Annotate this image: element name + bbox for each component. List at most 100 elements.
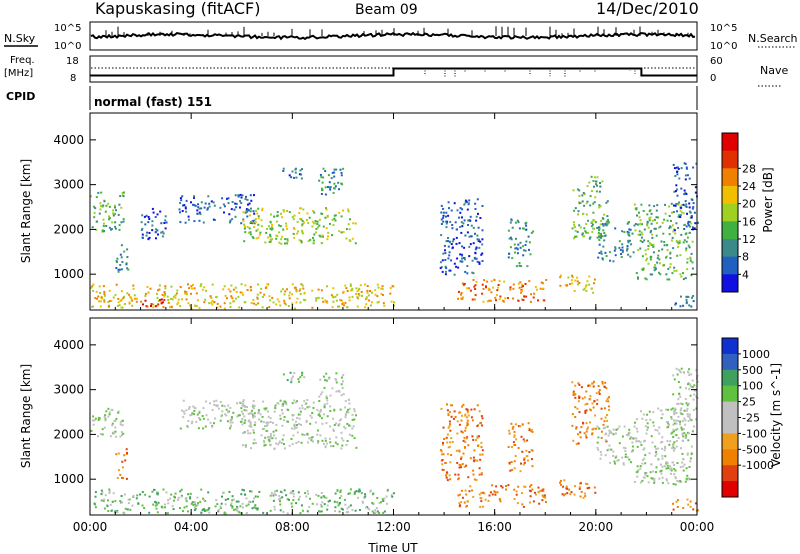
range-gate-cell (245, 195, 247, 198)
range-gate-cell (574, 279, 577, 282)
range-gate-cell (637, 277, 639, 280)
range-gate-cell (468, 245, 471, 248)
range-gate-cell (119, 435, 122, 438)
range-gate-cell (456, 257, 459, 260)
range-gate-cell (194, 502, 196, 504)
range-gate-cell (445, 211, 448, 214)
range-gate-cell (292, 232, 295, 235)
range-gate-cell (683, 228, 686, 230)
range-gate-cell (596, 398, 599, 401)
range-gate-cell (584, 285, 587, 288)
range-gate-cell (202, 221, 205, 224)
range-gate-cell (326, 301, 329, 304)
range-gate-cell (573, 393, 576, 396)
range-gate-cell (524, 485, 527, 488)
range-gate-cell (324, 379, 327, 382)
range-gate-cell (679, 480, 682, 482)
range-gate-cell (222, 288, 225, 291)
range-gate-cell (187, 215, 190, 218)
range-gate-cell (442, 214, 445, 217)
range-gate-cell (522, 249, 525, 252)
range-gate-cell (639, 467, 642, 470)
range-gate-cell (90, 286, 93, 289)
range-gate-cell (297, 378, 300, 381)
range-gate-cell (476, 435, 479, 438)
range-gate-cell (303, 400, 306, 403)
range-gate-cell (679, 216, 682, 218)
range-gate-cell (219, 507, 222, 510)
range-gate-cell (376, 510, 379, 513)
range-gate-cell (298, 407, 301, 410)
range-gate-cell (675, 440, 678, 442)
range-gate-cell (313, 211, 316, 214)
range-gate-cell (245, 208, 248, 211)
range-gate-cell (101, 205, 104, 208)
range-gate-cell (458, 505, 461, 508)
y-tick-label: 2000 (53, 222, 84, 236)
range-gate-cell (510, 422, 513, 425)
range-gate-cell (265, 285, 268, 288)
range-gate-cell (602, 245, 605, 248)
range-gate-cell (153, 488, 155, 491)
range-gate-cell (639, 233, 642, 236)
range-gate-cell (482, 300, 485, 303)
range-gate-cell (251, 236, 254, 238)
range-gate-cell (688, 221, 691, 223)
range-gate-cell (592, 202, 595, 205)
range-gate-cell (286, 512, 289, 515)
range-gate-cell (578, 383, 581, 386)
range-gate-cell (252, 413, 255, 416)
range-gate-cell (269, 509, 272, 512)
range-gate-cell (679, 411, 682, 414)
range-gate-cell (281, 441, 283, 444)
range-gate-cell (146, 231, 149, 234)
range-gate-cell (349, 504, 352, 507)
range-gate-cell (538, 502, 541, 505)
range-gate-cell (301, 371, 304, 374)
range-gate-cell (301, 168, 303, 171)
range-gate-cell (622, 463, 625, 466)
range-gate-cell (285, 222, 288, 225)
range-gate-cell (271, 437, 274, 440)
range-gate-cell (566, 487, 569, 490)
range-gate-cell (621, 251, 624, 254)
range-gate-cell (618, 442, 621, 445)
range-gate-cell (654, 268, 657, 270)
range-gate-cell (278, 300, 281, 303)
range-gate-cell (505, 488, 507, 491)
range-gate-cell (656, 222, 659, 225)
range-gate-cell (560, 479, 562, 482)
range-gate-cell (672, 163, 675, 166)
range-gate-cell (588, 283, 591, 286)
range-gate-cell (650, 229, 653, 232)
range-gate-cell (316, 503, 318, 506)
range-gate-cell (228, 490, 231, 493)
range-gate-cell (155, 237, 157, 240)
range-gate-cell (131, 304, 134, 307)
range-gate-cell (275, 429, 278, 432)
range-gate-cell (654, 266, 657, 269)
range-gate-cell (682, 241, 685, 244)
range-gate-cell (299, 207, 301, 210)
range-gate-cell (191, 501, 194, 504)
range-gate-cell (274, 404, 277, 407)
range-gate-cell (355, 414, 357, 417)
range-gate-cell (672, 483, 675, 485)
range-gate-cell (223, 511, 226, 514)
range-gate-cell (266, 423, 269, 426)
range-gate-cell (675, 239, 678, 242)
range-gate-cell (332, 300, 335, 303)
range-gate-cell (541, 282, 544, 285)
range-gate-cell (688, 374, 691, 377)
range-gate-cell (589, 421, 591, 424)
range-gate-cell (481, 205, 484, 207)
range-gate-cell (114, 420, 117, 422)
y-tick-label: 3000 (53, 178, 84, 192)
range-gate-cell (291, 283, 294, 286)
range-gate-cell (335, 390, 338, 393)
range-gate-cell (247, 412, 250, 415)
range-gate-cell (476, 234, 479, 237)
range-gate-cell (200, 207, 203, 210)
range-gate-cell (507, 256, 510, 259)
range-gate-cell (651, 441, 654, 444)
